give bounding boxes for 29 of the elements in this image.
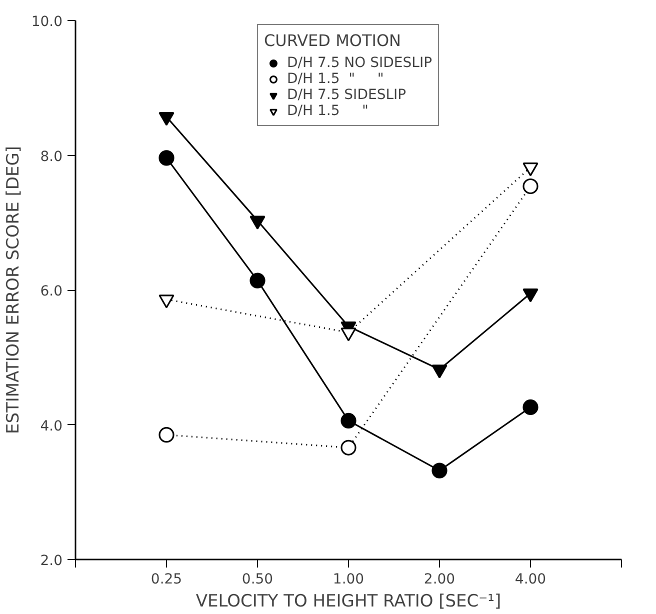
point (340, 328, 356, 342)
legend-label: D/H 1.5 " (286, 103, 368, 119)
y-tick-label: 10.0 (31, 14, 62, 30)
x-tick-label: 0.25 (150, 572, 182, 588)
point (158, 112, 174, 126)
point (340, 412, 356, 428)
point (158, 294, 174, 308)
x-tick-label: 0.50 (242, 572, 274, 588)
point (340, 440, 356, 456)
point (250, 216, 266, 230)
x-tick-label: 1.00 (332, 572, 364, 588)
x-tick-label: 4.00 (514, 572, 546, 588)
point (432, 364, 448, 378)
point (432, 462, 448, 478)
y-tick-label: 8.0 (40, 148, 62, 165)
y-tick-label: 6.0 (40, 284, 62, 300)
legend-label: D/H 7.5 SIDESLIP (286, 87, 406, 103)
point (522, 162, 538, 176)
point (522, 288, 538, 302)
y-tick-label: 4.0 (40, 418, 62, 434)
x-tick-label: 2.00 (424, 572, 456, 588)
y-tick-label: 2.0 (40, 553, 62, 569)
legend-label: D/H 1.5 " " (286, 71, 384, 87)
point (158, 427, 174, 443)
point (522, 399, 538, 416)
y-axis-title: ESTIMATION ERROR SCORE [DEG] (3, 146, 24, 434)
x-axis-title: VELOCITY TO HEIGHT RATIO [SEC⁻¹] (196, 592, 502, 612)
legend-title: CURVED MOTION (264, 31, 402, 50)
legend-label: D/H 7.5 NO SIDESLIP (286, 55, 432, 71)
